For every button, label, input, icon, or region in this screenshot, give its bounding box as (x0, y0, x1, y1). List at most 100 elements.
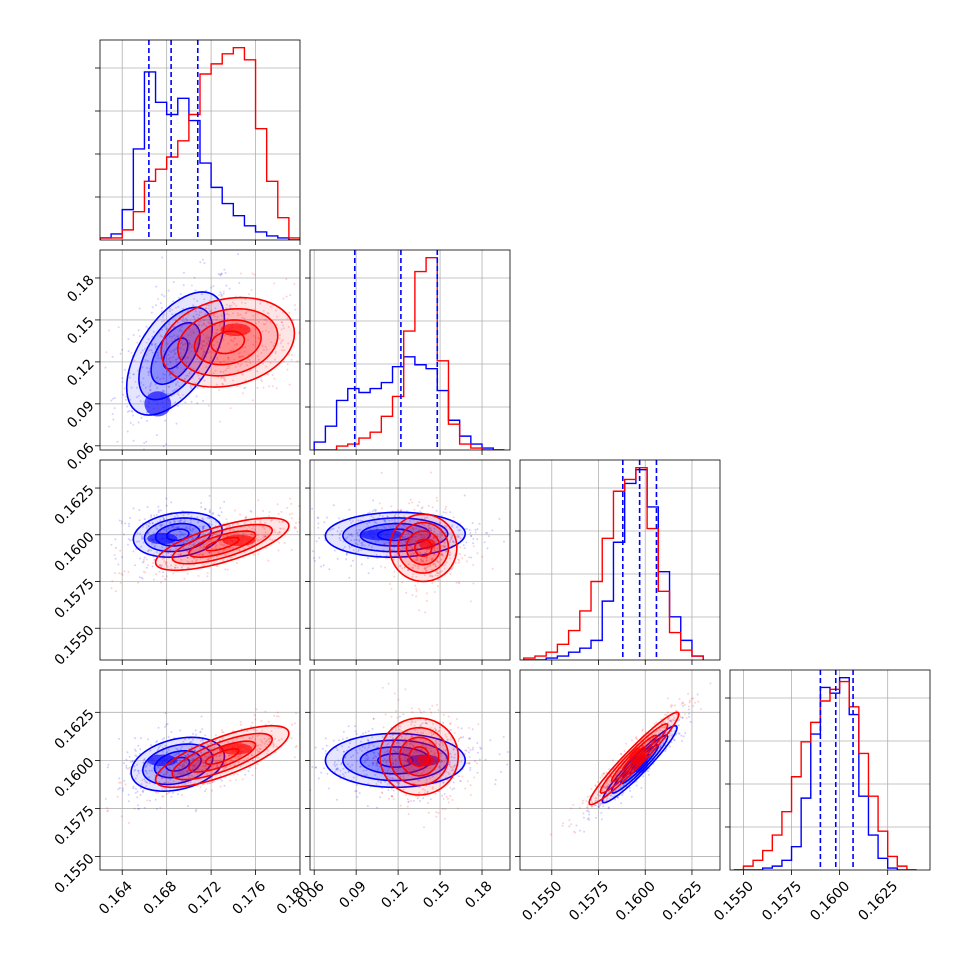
scatter-point (186, 357, 189, 360)
scatter-point (170, 351, 173, 354)
scatter-point (202, 532, 205, 535)
scatter-point (189, 525, 192, 528)
scatter-point (172, 525, 175, 528)
scatter-point (442, 544, 445, 547)
scatter-point (408, 532, 411, 535)
scatter-point (174, 526, 177, 529)
scatter-point (407, 544, 410, 547)
scatter-point (411, 711, 414, 714)
scatter-point (174, 352, 177, 355)
scatter-point (153, 514, 156, 517)
scatter-point (118, 519, 121, 522)
scatter-point (469, 600, 472, 603)
scatter-point (147, 564, 149, 567)
scatter-point (342, 730, 345, 733)
scatter-point (146, 532, 149, 535)
scatter-point (191, 758, 194, 761)
scatter-point (619, 770, 622, 773)
scatter-point (425, 570, 427, 573)
scatter-point (156, 740, 159, 743)
scatter-point (369, 743, 372, 745)
scatter-point (190, 550, 193, 553)
scatter-point (197, 340, 200, 343)
scatter-point (384, 527, 387, 530)
contour-red (388, 513, 458, 583)
scatter-point (263, 742, 266, 745)
scatter-point (167, 289, 170, 292)
scatter-point (469, 532, 472, 534)
scatter-point (215, 331, 218, 334)
scatter-point (365, 754, 368, 757)
scatter-point (180, 763, 183, 766)
scatter-point (305, 734, 307, 736)
scatter-point (384, 713, 387, 716)
scatter-point (394, 515, 396, 517)
scatter-point (311, 274, 313, 276)
scatter-point (202, 400, 205, 402)
scatter-point (170, 501, 173, 504)
scatter-point (134, 777, 137, 780)
scatter-point (419, 510, 422, 513)
scatter-point (228, 287, 231, 290)
scatter-point (250, 533, 253, 536)
scatter-point (425, 722, 428, 725)
scatter-point (245, 515, 248, 518)
scatter-point (677, 732, 680, 735)
scatter-point (126, 430, 129, 433)
scatter-point (183, 783, 186, 786)
scatter-point (422, 797, 425, 800)
scatter-point (366, 557, 369, 560)
scatter-point (199, 786, 202, 789)
scatter-point (206, 748, 209, 751)
scatter-point (161, 328, 164, 331)
scatter-point (430, 750, 433, 753)
scatter-point (132, 373, 135, 376)
scatter-point (381, 736, 384, 739)
scatter-point (402, 536, 405, 539)
scatter-point (163, 390, 166, 393)
scatter-point (179, 352, 182, 355)
scatter-point (164, 419, 167, 422)
scatter-point (199, 731, 202, 734)
scatter-point (419, 533, 422, 535)
scatter-point (178, 385, 181, 388)
scatter-point (133, 769, 136, 772)
scatter-point (189, 772, 192, 775)
scatter-point (129, 398, 132, 401)
scatter-point (436, 569, 439, 572)
scatter-point (110, 399, 113, 402)
scatter-point (183, 764, 186, 767)
scatter-point (460, 736, 463, 739)
scatter-point (383, 751, 386, 754)
scatter-point (120, 520, 123, 523)
scatter-point (436, 772, 438, 775)
scatter-point (385, 544, 388, 547)
scatter-point (387, 682, 390, 685)
scatter-point (340, 762, 343, 764)
scatter-point (412, 529, 415, 532)
scatter-point (431, 704, 434, 707)
scatter-point (209, 511, 212, 514)
scatter-point (108, 425, 111, 428)
scatter-point (467, 737, 470, 740)
scatter-point (179, 748, 182, 751)
scatter-point (286, 507, 289, 509)
scatter-point (449, 551, 452, 554)
scatter-point (215, 544, 218, 547)
scatter-point (207, 321, 210, 324)
contour-blue (601, 724, 678, 804)
scatter-point (382, 530, 385, 533)
scatter-point (134, 380, 137, 383)
scatter-point (402, 788, 405, 791)
scatter-point (441, 741, 444, 744)
scatter-point (184, 548, 187, 551)
scatter-point (479, 746, 482, 749)
scatter-point (382, 726, 385, 729)
scatter-point (451, 799, 454, 801)
scatter-point (247, 293, 250, 296)
scatter-point (392, 762, 395, 765)
scatter-point (220, 376, 223, 379)
contour-blue (132, 511, 224, 559)
scatter-point (147, 531, 150, 534)
scatter-point (199, 739, 202, 742)
